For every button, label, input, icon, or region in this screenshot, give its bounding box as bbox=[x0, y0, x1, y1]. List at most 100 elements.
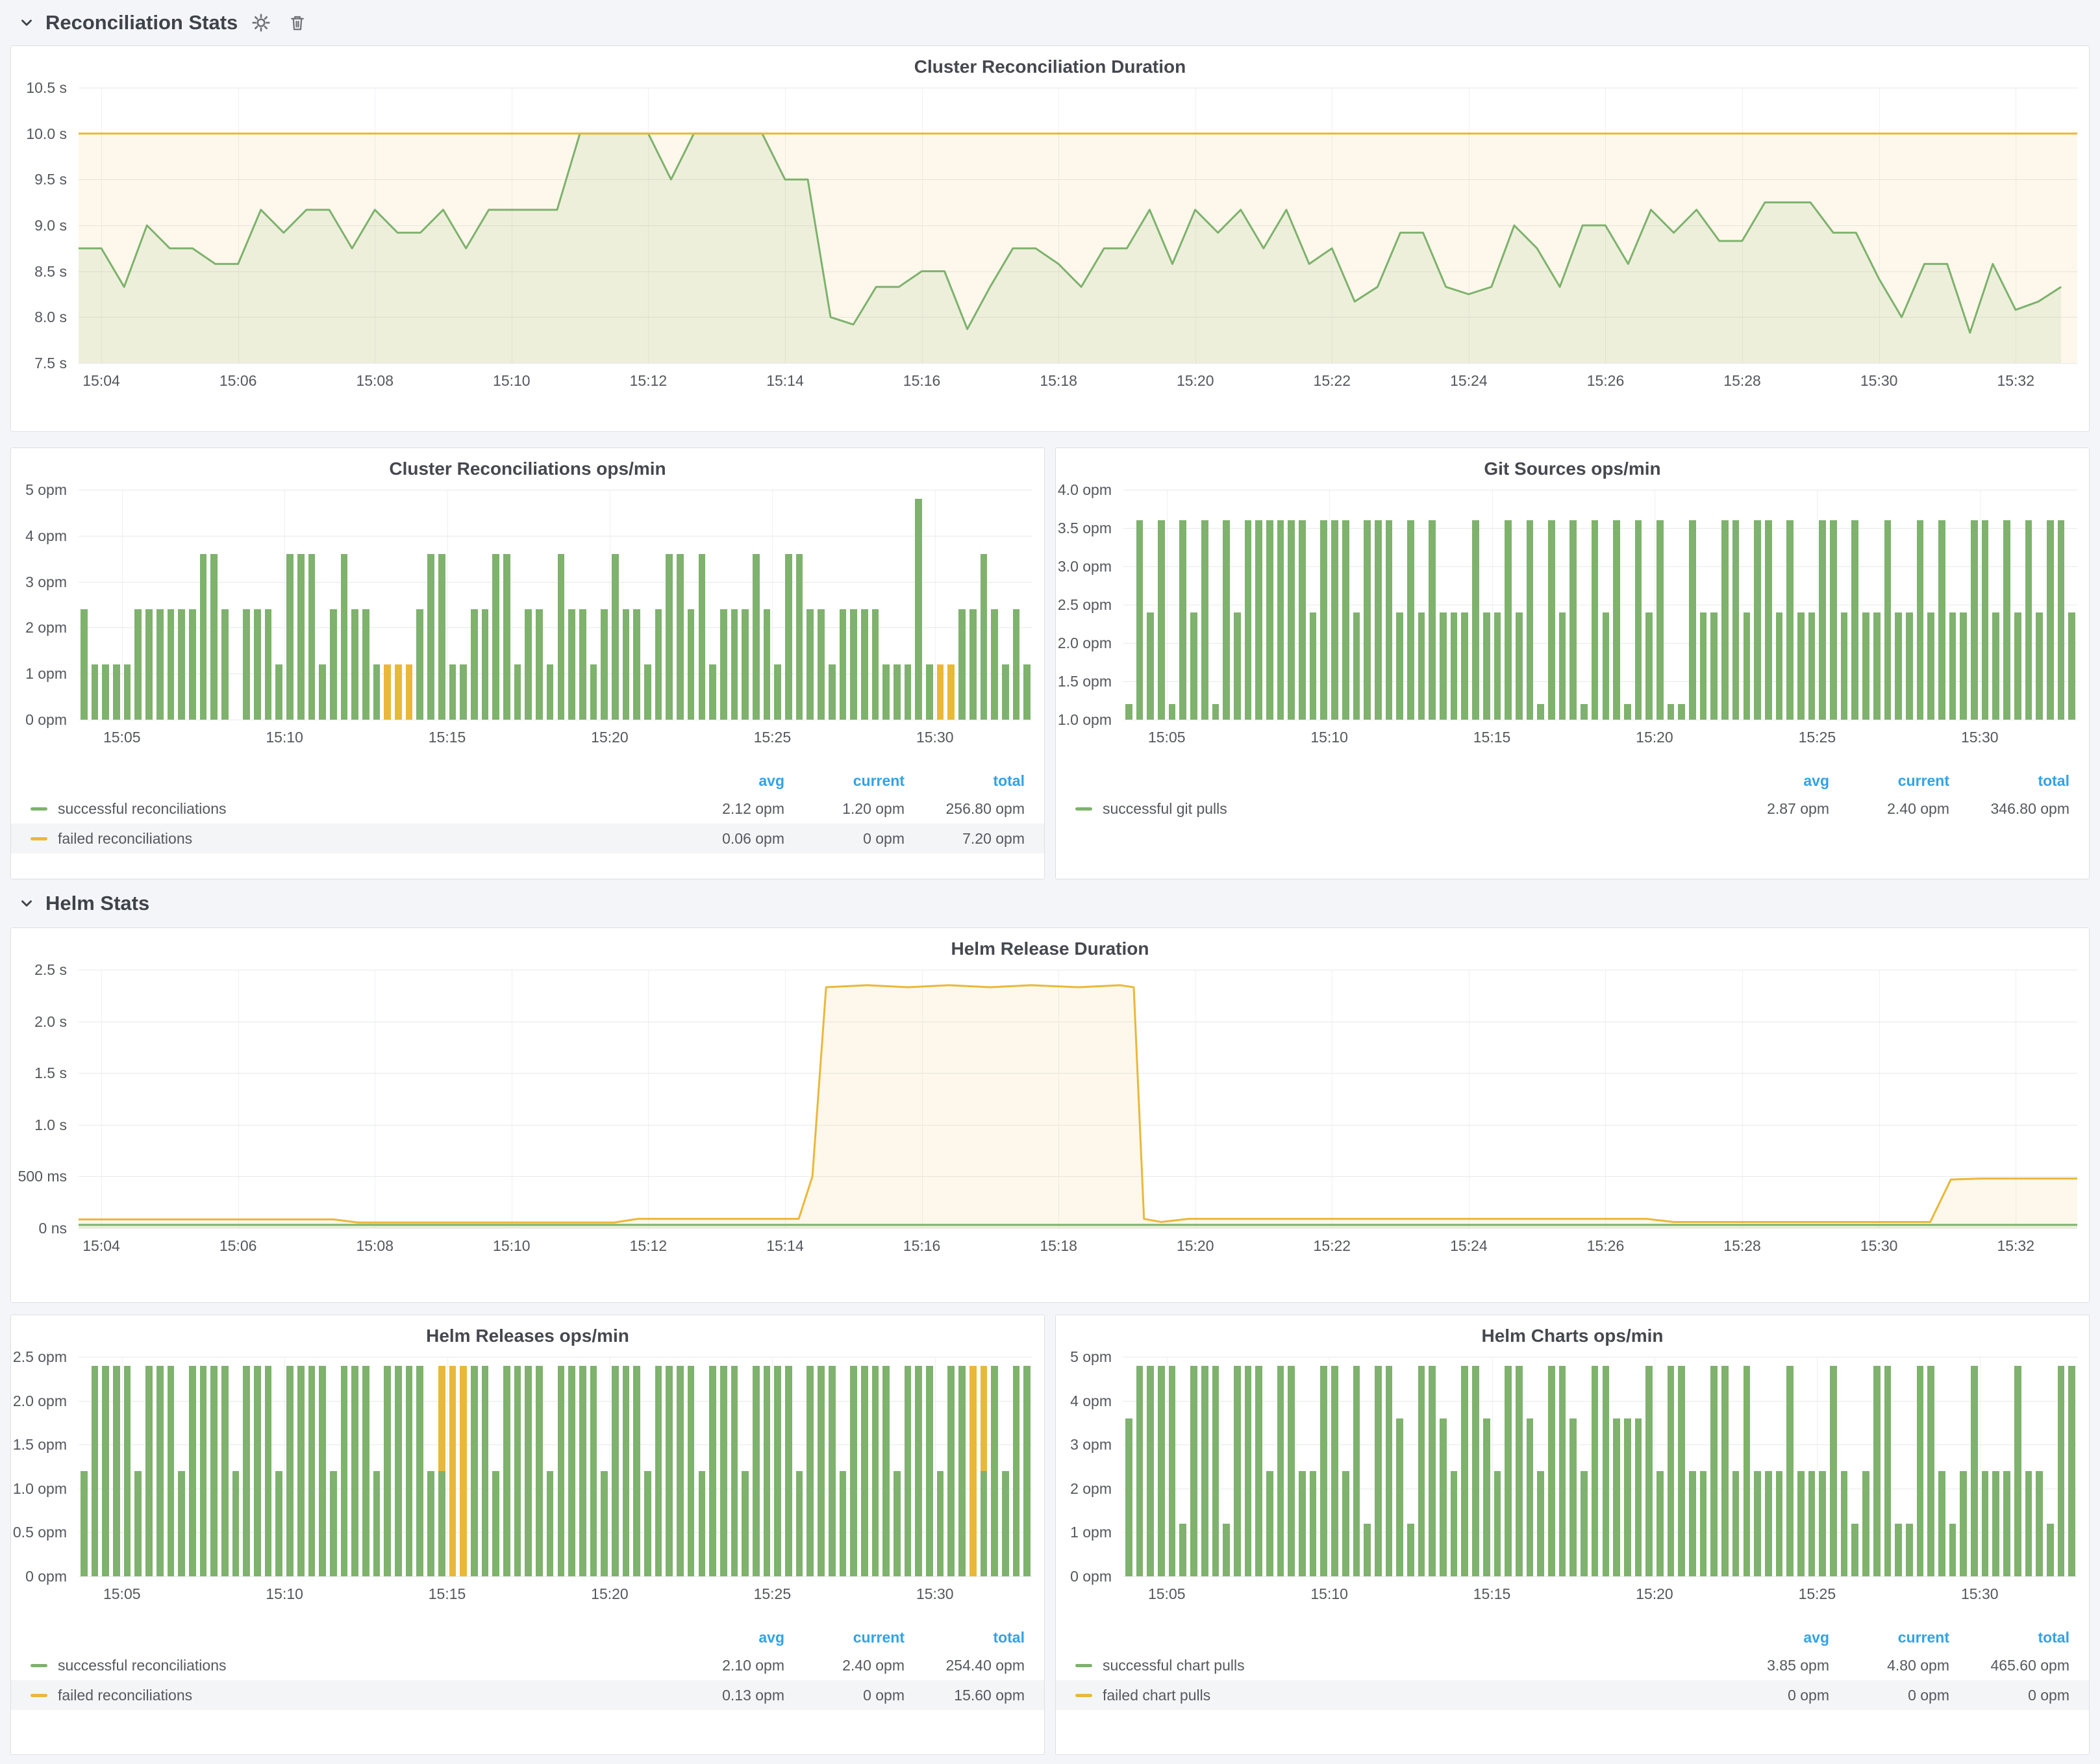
bar[interactable] bbox=[252, 490, 263, 720]
bar[interactable] bbox=[945, 490, 956, 720]
legend-stat-header-total[interactable]: total bbox=[2038, 1628, 2069, 1646]
bar[interactable] bbox=[1156, 1357, 1167, 1576]
bar[interactable] bbox=[675, 1357, 686, 1576]
bar[interactable] bbox=[79, 490, 90, 720]
bar[interactable] bbox=[176, 490, 187, 720]
bar[interactable] bbox=[382, 1357, 393, 1576]
bar[interactable] bbox=[1795, 490, 1806, 720]
bar[interactable] bbox=[1828, 1357, 1839, 1576]
bar[interactable] bbox=[1795, 1357, 1806, 1576]
bar[interactable] bbox=[1644, 490, 1655, 720]
bar[interactable] bbox=[447, 490, 458, 720]
bar[interactable] bbox=[166, 490, 177, 720]
bar[interactable] bbox=[1676, 490, 1687, 720]
bar[interactable] bbox=[1449, 490, 1460, 720]
bar[interactable] bbox=[740, 490, 751, 720]
bar[interactable] bbox=[436, 1357, 447, 1576]
bar[interactable] bbox=[1134, 490, 1145, 720]
helm-charts-ops-chart[interactable]: 15:05 15:10 15:15 15:20 15:25 15:30 5 opm 4 opm… bbox=[1056, 1348, 2089, 1609]
bar[interactable] bbox=[675, 490, 686, 720]
bar[interactable] bbox=[945, 1357, 956, 1576]
bar[interactable] bbox=[794, 490, 805, 720]
bar[interactable] bbox=[1990, 490, 2001, 720]
bar[interactable] bbox=[100, 490, 111, 720]
bar[interactable] bbox=[1980, 1357, 1991, 1576]
bar[interactable] bbox=[1286, 490, 1297, 720]
bar[interactable] bbox=[1210, 490, 1221, 720]
bar[interactable] bbox=[1340, 490, 1351, 720]
legend-stat-header-total[interactable]: total bbox=[2038, 772, 2069, 789]
bar[interactable] bbox=[90, 490, 101, 720]
bar[interactable] bbox=[1525, 1357, 1536, 1576]
bar[interactable] bbox=[1021, 490, 1032, 720]
bar[interactable] bbox=[566, 490, 577, 720]
bar[interactable] bbox=[1297, 1357, 1308, 1576]
bar[interactable] bbox=[631, 490, 642, 720]
bar[interactable] bbox=[339, 490, 350, 720]
bar[interactable] bbox=[968, 1357, 979, 1576]
bar[interactable] bbox=[556, 1357, 567, 1576]
bar[interactable] bbox=[1373, 490, 1384, 720]
bar[interactable] bbox=[1557, 490, 1568, 720]
bar[interactable] bbox=[1427, 1357, 1438, 1576]
bar[interactable] bbox=[1535, 1357, 1546, 1576]
bar[interactable] bbox=[425, 490, 436, 720]
bar[interactable] bbox=[480, 1357, 491, 1576]
bar[interactable] bbox=[1264, 1357, 1275, 1576]
bar[interactable] bbox=[1708, 1357, 1719, 1576]
bar[interactable] bbox=[414, 1357, 425, 1576]
bar[interactable] bbox=[1839, 490, 1850, 720]
bar[interactable] bbox=[111, 490, 122, 720]
bar[interactable] bbox=[805, 1357, 816, 1576]
legend-series-name[interactable]: successful reconciliations bbox=[58, 800, 227, 817]
bar[interactable] bbox=[284, 490, 295, 720]
bar[interactable] bbox=[1156, 490, 1167, 720]
bar[interactable] bbox=[1590, 490, 1601, 720]
bar[interactable] bbox=[892, 490, 903, 720]
bar[interactable] bbox=[1340, 1357, 1351, 1576]
legend-series-name[interactable]: failed chart pulls bbox=[1103, 1686, 1211, 1704]
bar[interactable] bbox=[1915, 490, 1926, 720]
bar[interactable] bbox=[1871, 490, 1882, 720]
bar[interactable] bbox=[1123, 490, 1134, 720]
bar[interactable] bbox=[1459, 490, 1470, 720]
bar[interactable] bbox=[144, 1357, 155, 1576]
bar[interactable] bbox=[913, 1357, 924, 1576]
bar[interactable] bbox=[1849, 1357, 1860, 1576]
bar[interactable] bbox=[1742, 490, 1753, 720]
bar[interactable] bbox=[642, 490, 653, 720]
bar[interactable] bbox=[208, 1357, 219, 1576]
bar[interactable] bbox=[1351, 490, 1362, 720]
bar[interactable] bbox=[718, 490, 729, 720]
bar[interactable] bbox=[1622, 490, 1633, 720]
bar[interactable] bbox=[1199, 1357, 1210, 1576]
bar[interactable] bbox=[219, 1357, 231, 1576]
bar[interactable] bbox=[1318, 1357, 1329, 1576]
cluster-reconciliations-ops-chart[interactable]: 15:05 15:10 15:15 15:20 15:25 15:30 5 opm 4 opm… bbox=[11, 481, 1044, 752]
bar[interactable] bbox=[859, 490, 870, 720]
bar[interactable] bbox=[566, 1357, 577, 1576]
bar[interactable] bbox=[1286, 1357, 1297, 1576]
bar[interactable] bbox=[1719, 1357, 1731, 1576]
legend-stat-header-current[interactable]: current bbox=[853, 1628, 905, 1646]
bar[interactable] bbox=[1731, 490, 1742, 720]
bar[interactable] bbox=[132, 490, 144, 720]
bar[interactable] bbox=[1763, 490, 1774, 720]
bar[interactable] bbox=[317, 1357, 328, 1576]
bar[interactable] bbox=[545, 1357, 556, 1576]
panel-title[interactable]: Git Sources ops/min bbox=[1484, 459, 1661, 479]
bar[interactable] bbox=[404, 490, 415, 720]
bar[interactable] bbox=[1839, 1357, 1850, 1576]
bar[interactable] bbox=[577, 490, 588, 720]
bar[interactable] bbox=[1188, 1357, 1199, 1576]
bar[interactable] bbox=[1828, 490, 1839, 720]
bar[interactable] bbox=[1221, 490, 1232, 720]
bar[interactable] bbox=[1449, 1357, 1460, 1576]
legend-stat-header-avg[interactable]: avg bbox=[758, 772, 784, 789]
bar[interactable] bbox=[1525, 490, 1536, 720]
panel-title[interactable]: Cluster Reconciliation Duration bbox=[914, 57, 1186, 77]
bar[interactable] bbox=[751, 1357, 762, 1576]
bar[interactable] bbox=[273, 1357, 284, 1576]
bar[interactable] bbox=[1492, 1357, 1503, 1576]
bar[interactable] bbox=[1752, 490, 1763, 720]
